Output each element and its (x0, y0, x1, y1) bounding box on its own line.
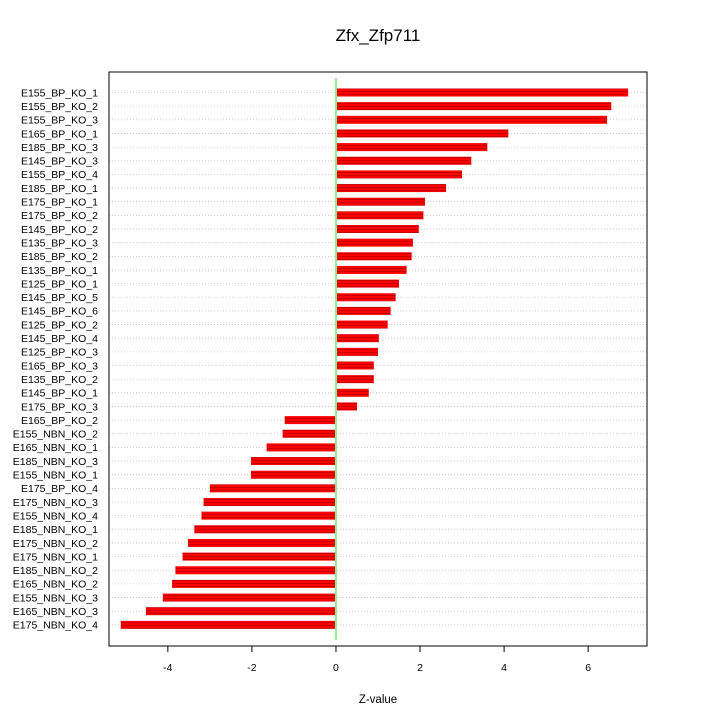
bar (335, 334, 379, 343)
category-label: E155_NBN_KO_1 (13, 470, 98, 482)
bar (188, 538, 336, 547)
category-label: E145_BP_KO_6 (21, 306, 98, 318)
bar (335, 279, 400, 288)
bar (335, 320, 388, 329)
bar (335, 388, 369, 397)
category-label: E155_BP_KO_4 (21, 169, 98, 181)
category-label: E175_NBN_KO_4 (13, 620, 98, 632)
category-label: E155_BP_KO_2 (21, 101, 98, 113)
bar (335, 129, 509, 138)
bar (335, 375, 374, 384)
bar (251, 457, 336, 466)
bar (335, 361, 374, 370)
bar (335, 115, 608, 124)
x-tick-label: 6 (585, 662, 591, 674)
category-label: E185_BP_KO_3 (21, 142, 98, 154)
bar (209, 484, 336, 493)
bar (335, 306, 391, 315)
x-tick-label: -4 (163, 662, 172, 674)
bar (172, 579, 336, 588)
bars (120, 88, 629, 629)
bar (335, 293, 396, 302)
category-label: E135_BP_KO_2 (21, 374, 98, 386)
bar (335, 252, 412, 261)
bar (266, 443, 336, 452)
bar (335, 197, 426, 206)
category-label: E175_NBN_KO_2 (13, 538, 98, 550)
category-label: E155_NBN_KO_2 (13, 429, 98, 441)
category-label: E165_BP_KO_3 (21, 360, 98, 372)
category-label: E185_BP_KO_2 (21, 251, 98, 263)
bar (335, 170, 463, 179)
bar (335, 102, 612, 111)
category-label: E145_BP_KO_2 (21, 224, 98, 236)
bar (284, 416, 336, 425)
bar (194, 525, 336, 534)
category-label: E125_BP_KO_1 (21, 278, 98, 290)
bar (145, 607, 336, 616)
category-label: E175_BP_KO_3 (21, 401, 98, 413)
category-label: E135_BP_KO_1 (21, 265, 98, 277)
category-label: E175_BP_KO_2 (21, 210, 98, 222)
category-label: E185_NBN_KO_3 (13, 456, 98, 468)
bar (335, 88, 629, 97)
category-label: E145_BP_KO_4 (21, 333, 98, 345)
bar (335, 184, 447, 193)
category-label: E145_BP_KO_1 (21, 388, 98, 400)
plot-frame (108, 71, 648, 647)
category-label: E155_NBN_KO_4 (13, 510, 98, 522)
category-label: E155_NBN_KO_3 (13, 592, 98, 604)
bar (203, 498, 336, 506)
category-label: E145_BP_KO_5 (21, 292, 98, 304)
category-label: E165_BP_KO_1 (21, 128, 98, 140)
category-label: E165_BP_KO_2 (21, 415, 98, 427)
x-tick-label: -2 (247, 662, 256, 674)
category-label: E135_BP_KO_3 (21, 237, 98, 249)
x-tick-label: 2 (417, 662, 423, 674)
bar (282, 429, 336, 438)
bar (335, 225, 419, 233)
category-label: E125_BP_KO_3 (21, 347, 98, 359)
bar (175, 566, 336, 575)
category-label: E125_BP_KO_2 (21, 319, 98, 331)
category-label: E175_BP_KO_1 (21, 197, 98, 209)
bar (335, 238, 413, 247)
x-tick-label: 0 (333, 662, 339, 674)
category-label: E175_NBN_KO_3 (13, 497, 98, 509)
category-label: E165_NBN_KO_1 (13, 442, 98, 454)
category-label: E165_NBN_KO_3 (13, 606, 98, 618)
bar (251, 470, 336, 479)
category-label: E155_BP_KO_1 (21, 87, 98, 99)
bar (335, 265, 407, 274)
category-label: E185_NBN_KO_2 (13, 565, 98, 577)
x-tick-label: 4 (501, 662, 507, 674)
bar (120, 620, 336, 629)
category-label: E175_BP_KO_4 (21, 483, 98, 495)
category-label: E185_BP_KO_1 (21, 183, 98, 195)
bar (201, 511, 336, 520)
bar (335, 347, 378, 356)
bar (335, 143, 488, 152)
chart-title: Zfx_Zfp711 (336, 26, 421, 45)
x-axis-title: Z-value (359, 694, 397, 706)
bar (335, 211, 424, 220)
category-label: E185_NBN_KO_1 (13, 524, 98, 536)
category-label: E155_BP_KO_3 (21, 115, 98, 127)
x-axis: -4 -2 0 2 4 6 (163, 646, 591, 674)
category-labels: E155_BP_KO_1E155_BP_KO_2E155_BP_KO_3E165… (13, 87, 98, 631)
category-label: E175_NBN_KO_1 (13, 551, 98, 563)
category-label: E165_NBN_KO_2 (13, 579, 98, 591)
bar (335, 156, 472, 165)
bar (182, 552, 336, 561)
category-label: E145_BP_KO_3 (21, 156, 98, 168)
bar (335, 402, 357, 411)
bar (162, 593, 336, 602)
